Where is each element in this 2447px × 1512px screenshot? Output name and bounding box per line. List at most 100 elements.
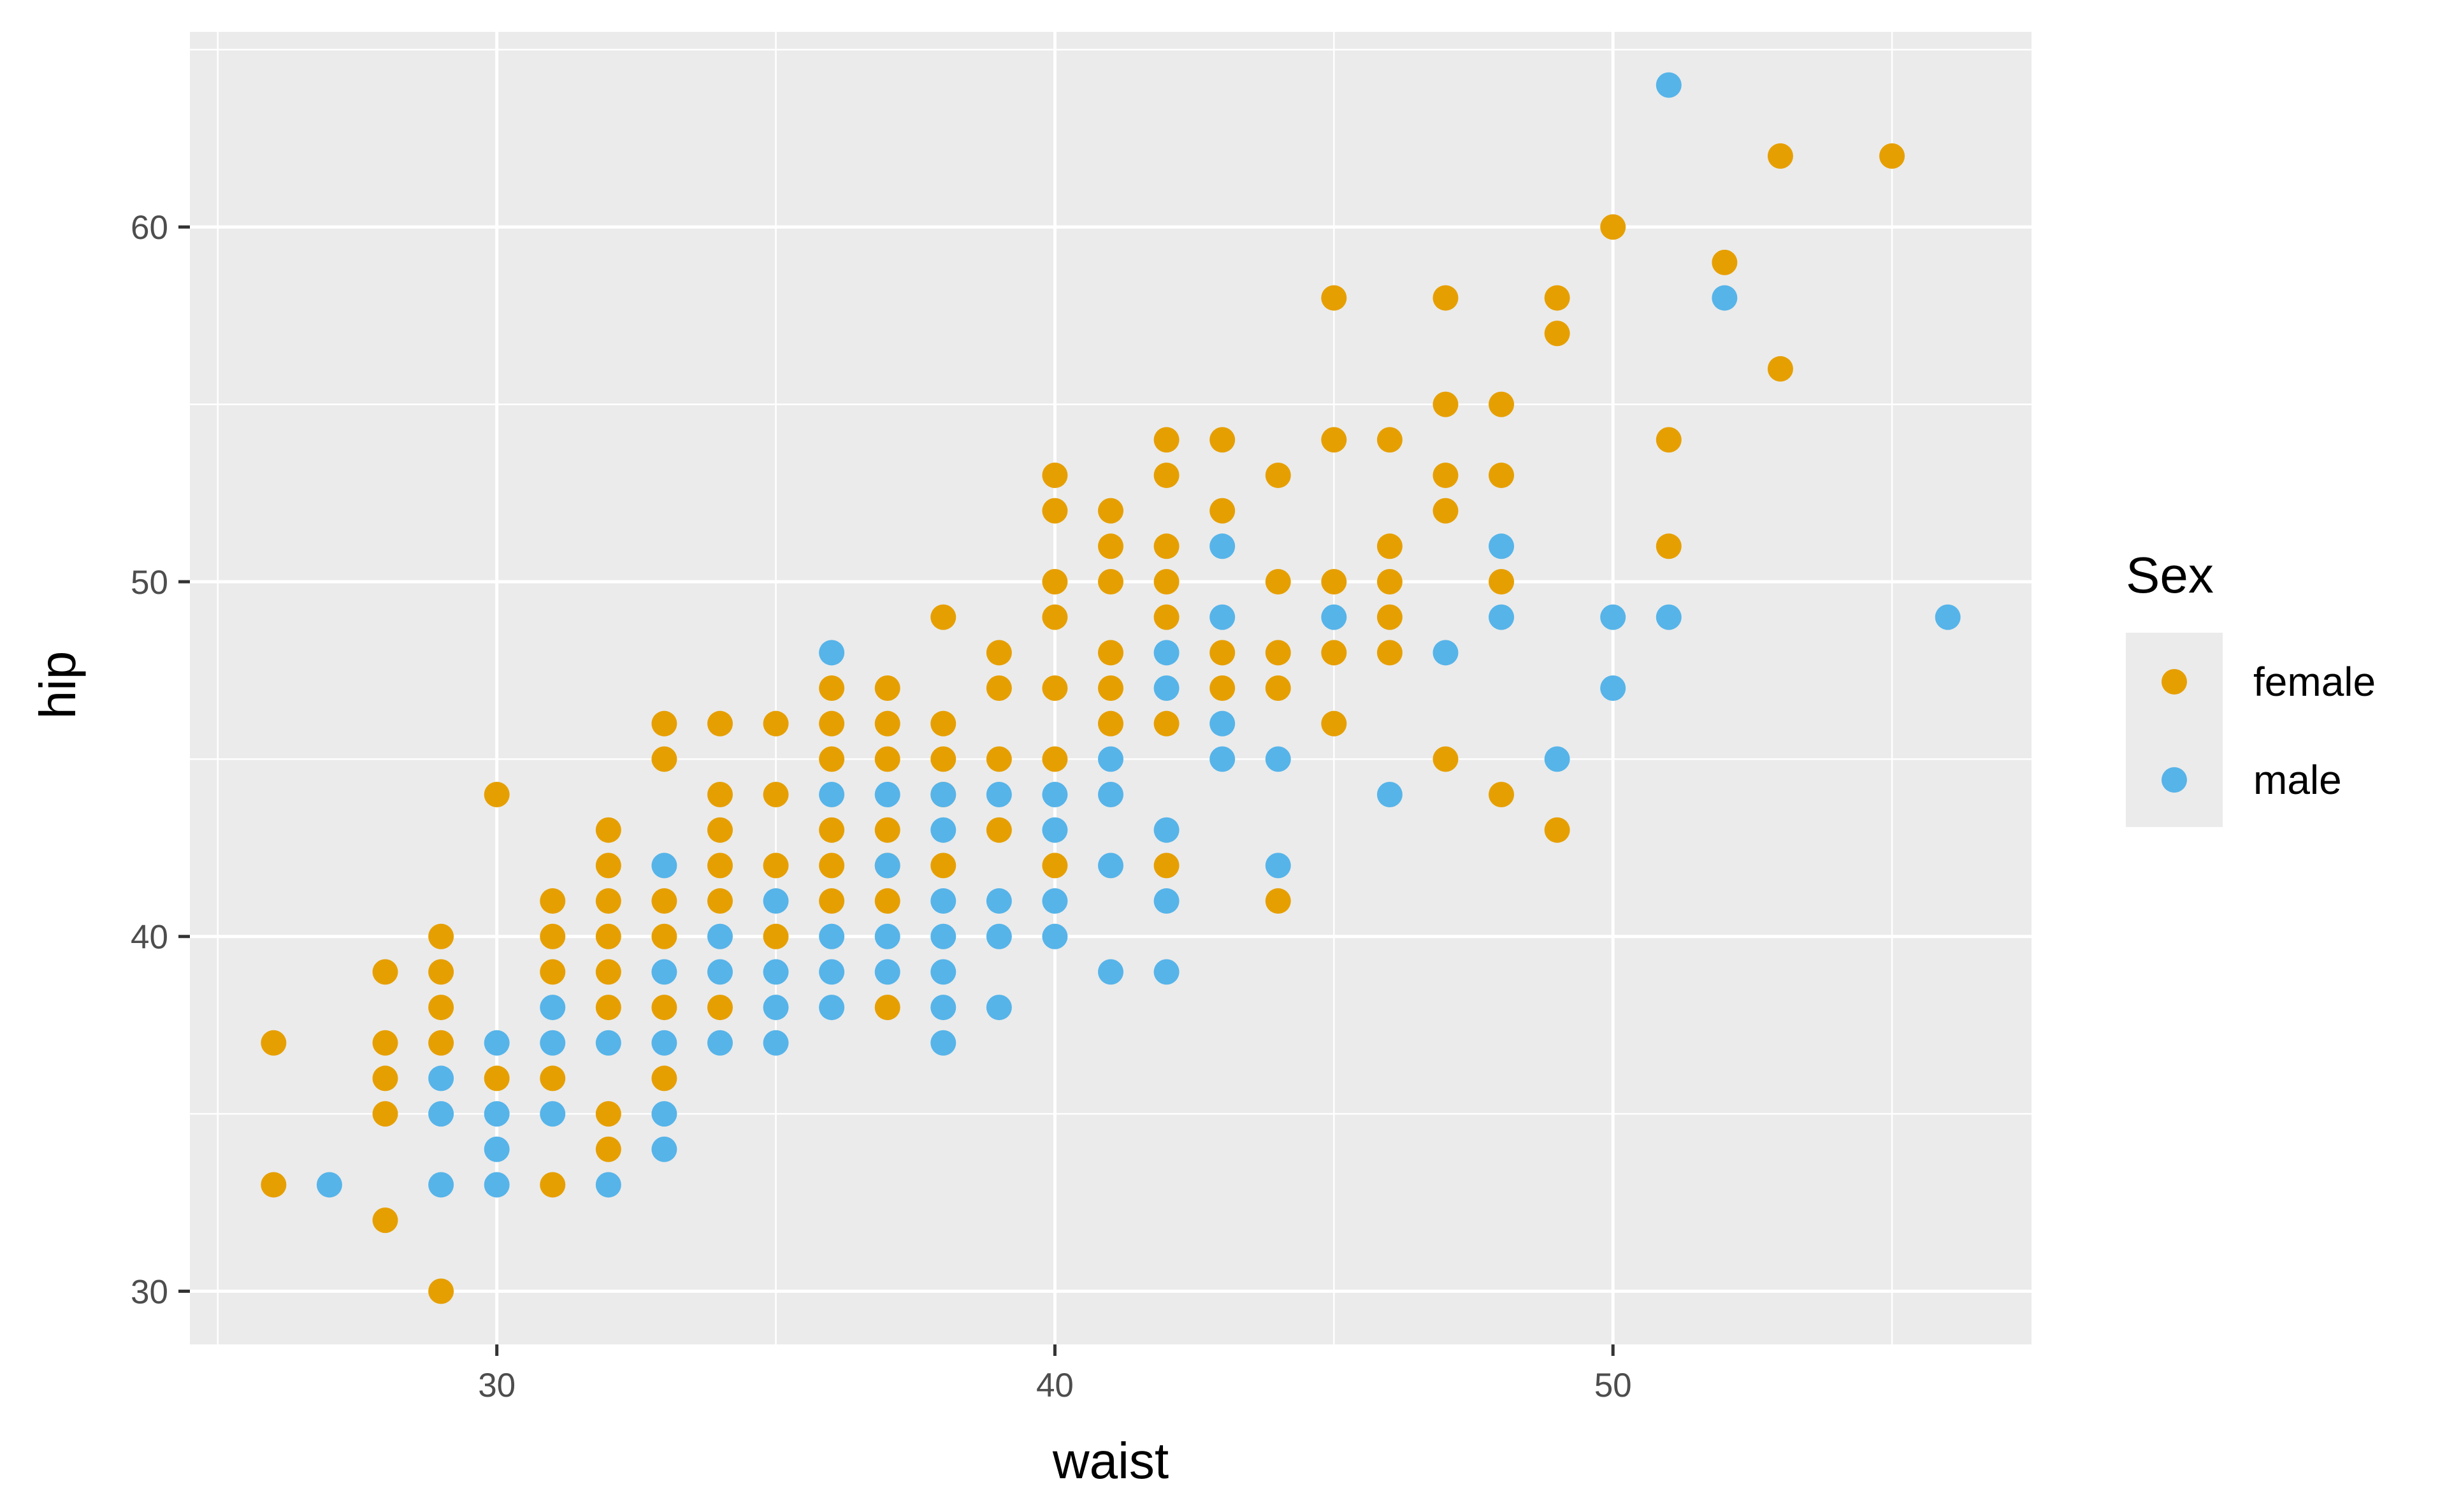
legend-title: Sex (2126, 547, 2214, 603)
data-point-female (1489, 782, 1515, 808)
data-point-male (1042, 888, 1068, 914)
data-point-female (1489, 568, 1515, 594)
data-point-male (1209, 746, 1236, 772)
data-point-female (1098, 533, 1123, 559)
data-point-female (1153, 604, 1180, 630)
data-point-male (595, 1172, 621, 1198)
data-point-female (707, 817, 733, 843)
data-point-male (1209, 710, 1236, 737)
data-point-female (1321, 427, 1347, 453)
data-point-female (1433, 391, 1459, 417)
data-point-female (819, 853, 845, 879)
x-axis-title: waist (1052, 1432, 1169, 1489)
data-point-male (930, 888, 956, 914)
data-point-female (540, 1172, 566, 1198)
data-point-male (1265, 746, 1291, 772)
data-point-male (763, 995, 789, 1021)
data-point-female (1321, 640, 1347, 666)
data-point-female (1265, 462, 1291, 488)
data-point-female (930, 853, 956, 879)
data-point-female (1376, 640, 1403, 666)
data-point-female (1153, 568, 1180, 594)
legend-key-female (2162, 669, 2187, 695)
data-point-female (651, 888, 677, 914)
data-point-male (986, 923, 1012, 949)
data-point-male (1489, 533, 1515, 559)
data-point-female (372, 1065, 398, 1091)
data-point-male (428, 1172, 454, 1198)
data-point-female (874, 817, 900, 843)
data-point-female (819, 746, 845, 772)
data-point-male (707, 959, 733, 985)
data-point-female (819, 888, 845, 914)
data-point-female (1376, 533, 1403, 559)
data-point-female (874, 888, 900, 914)
data-point-female (1376, 604, 1403, 630)
data-point-female (1321, 568, 1347, 594)
legend-key-male (2162, 767, 2187, 793)
data-point-female (763, 853, 789, 879)
data-point-male (819, 782, 845, 808)
data-point-female (707, 710, 733, 737)
data-point-female (763, 923, 789, 949)
data-point-female (1265, 888, 1291, 914)
data-point-male (1153, 675, 1180, 701)
data-point-male (819, 923, 845, 949)
data-point-female (595, 995, 621, 1021)
data-point-female (651, 1065, 677, 1091)
data-point-male (763, 959, 789, 985)
data-point-male (986, 888, 1012, 914)
data-point-female (1209, 640, 1236, 666)
data-point-female (707, 782, 733, 808)
data-point-male (819, 995, 845, 1021)
data-point-female (1153, 853, 1180, 879)
data-point-female (1098, 710, 1123, 737)
data-point-female (428, 995, 454, 1021)
data-point-female (595, 853, 621, 879)
y-tick-label: 50 (131, 564, 168, 601)
data-point-female (1544, 320, 1570, 347)
data-point-female (707, 995, 733, 1021)
data-point-male (540, 995, 566, 1021)
data-point-female (540, 923, 566, 949)
y-axis-title: hip (29, 651, 86, 719)
data-point-male (1098, 782, 1123, 808)
data-point-female (874, 710, 900, 737)
data-point-female (874, 675, 900, 701)
legend-label-male: male (2253, 757, 2342, 803)
data-point-female (1042, 853, 1068, 879)
x-axis: 30 40 50 (478, 1344, 1632, 1404)
data-point-female (819, 710, 845, 737)
data-point-female (986, 640, 1012, 666)
data-point-female (1433, 498, 1459, 524)
data-point-male (930, 1030, 956, 1056)
data-point-male (1600, 675, 1626, 701)
data-point-male (930, 959, 956, 985)
data-point-female (1042, 746, 1068, 772)
data-point-female (1767, 143, 1793, 169)
data-point-male (1042, 923, 1068, 949)
x-tick-label: 50 (1594, 1367, 1632, 1404)
data-point-female (1544, 817, 1570, 843)
data-point-male (651, 1136, 677, 1162)
data-point-female (1098, 640, 1123, 666)
data-point-female (372, 959, 398, 985)
data-point-female (1042, 568, 1068, 594)
data-point-female (540, 1065, 566, 1091)
data-point-female (651, 746, 677, 772)
data-point-male (1153, 959, 1180, 985)
data-point-female (595, 1101, 621, 1127)
data-points (261, 72, 1961, 1304)
data-point-male (428, 1101, 454, 1127)
data-point-male (986, 995, 1012, 1021)
data-point-female (595, 817, 621, 843)
data-point-female (428, 1278, 454, 1304)
data-point-male (930, 995, 956, 1021)
data-point-female (1042, 498, 1068, 524)
data-point-male (1098, 746, 1123, 772)
data-point-female (1600, 214, 1626, 240)
data-point-female (595, 923, 621, 949)
data-point-female (1209, 675, 1236, 701)
data-point-female (874, 995, 900, 1021)
data-point-female (707, 888, 733, 914)
